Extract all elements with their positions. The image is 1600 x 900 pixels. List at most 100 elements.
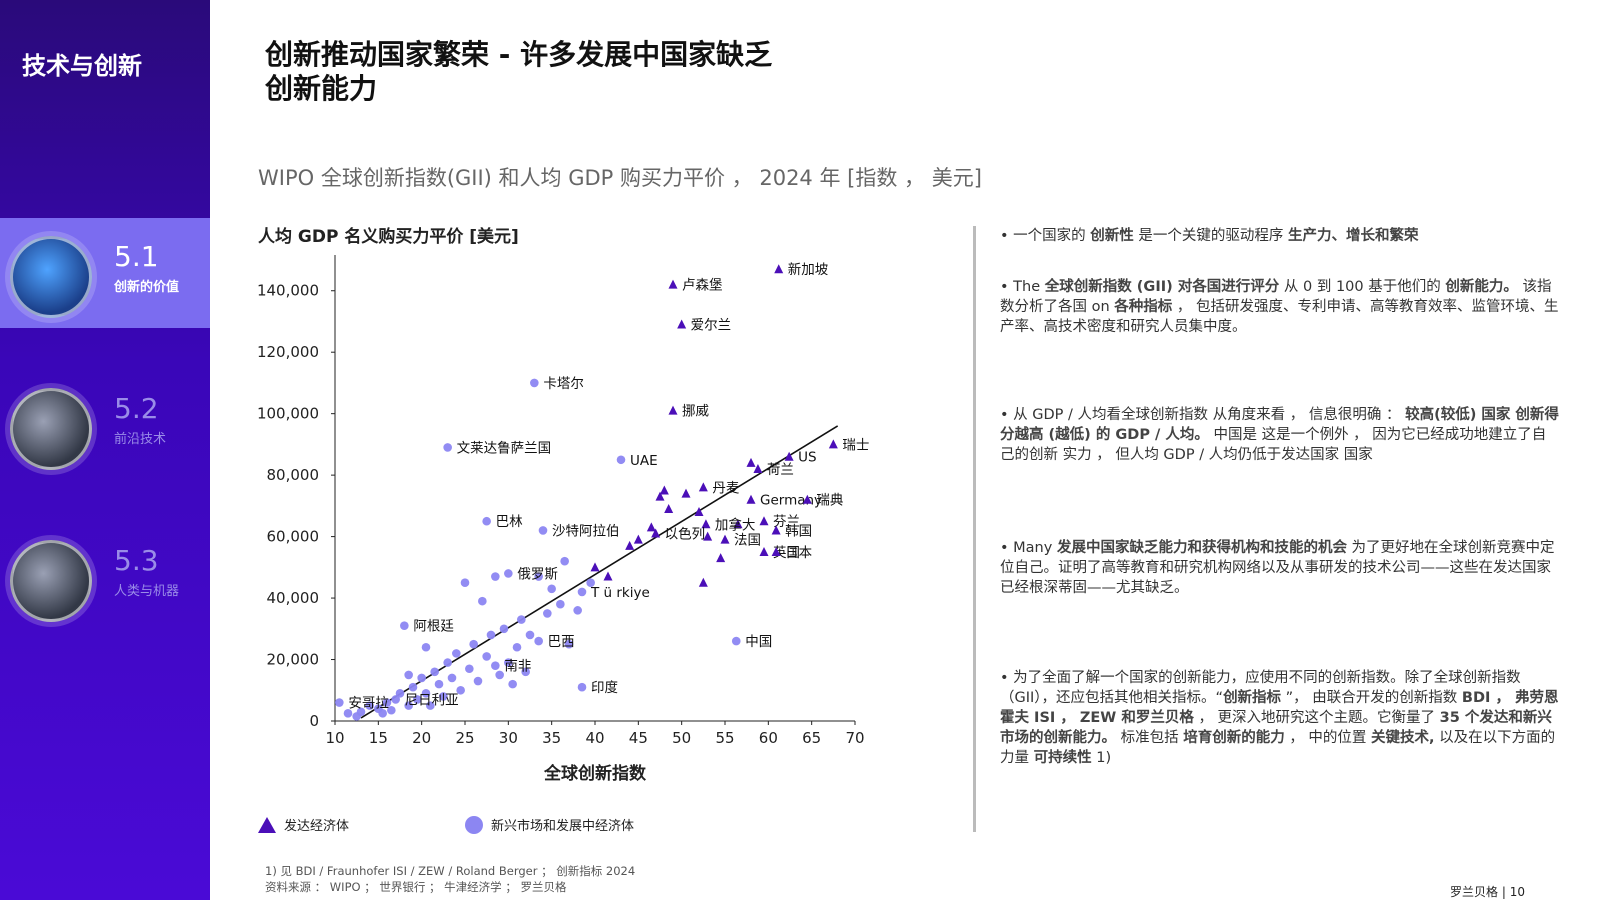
point-印度 bbox=[577, 682, 587, 692]
x-tick-label: 65 bbox=[802, 729, 821, 747]
page-title-line1: 创新推动国家繁荣 - 许多发展中国家缺乏 bbox=[265, 38, 773, 71]
bullet-text-segment: ”， 由联合开发的创新指数 bbox=[1281, 690, 1462, 706]
developed-economy-point bbox=[603, 571, 613, 581]
emerging-economy-point bbox=[543, 609, 552, 618]
data-label: 丹麦 bbox=[712, 480, 739, 496]
emerging-economy-point bbox=[508, 679, 517, 689]
bullet-text-segment: 创新指标 bbox=[1223, 690, 1282, 706]
point-韩国 bbox=[771, 525, 781, 535]
data-label: 沙特阿拉伯 bbox=[552, 523, 620, 539]
bullet-text-segment: 标准包括 bbox=[1116, 730, 1184, 746]
emerging-economy-point bbox=[525, 630, 535, 640]
nav-item-number: 5.3 bbox=[114, 544, 159, 577]
data-label: US bbox=[798, 450, 816, 466]
y-tick-label: 0 bbox=[309, 712, 319, 730]
frontier-tech-thumbnail bbox=[10, 388, 92, 470]
bullet-text-segment: 创新能力。 bbox=[1445, 279, 1518, 295]
x-tick-label: 30 bbox=[499, 729, 518, 747]
data-label: 印度 bbox=[591, 680, 618, 696]
emerging-economy-point bbox=[573, 606, 582, 615]
emerging-economy-point bbox=[469, 639, 478, 649]
emerging-economy-point bbox=[534, 572, 543, 581]
data-label: 南非 bbox=[504, 659, 531, 675]
chart-subtitle: WIPO 全球创新指数(GII) 和人均 GDP 购买力平价 ， 2024 年 … bbox=[258, 166, 982, 190]
emerging-economy-point bbox=[460, 578, 470, 587]
data-label: 阿根廷 bbox=[413, 619, 454, 635]
footnote: 1) 见 BDI / Fraunhofer ISI / ZEW / Roland… bbox=[265, 864, 636, 878]
x-tick-label: 10 bbox=[325, 729, 344, 747]
bullet-5: • 为了全面了解一个国家的创新能力，应使用不同的创新指数。除了全球创新指数（GI… bbox=[1000, 668, 1560, 768]
emerging-economy-point bbox=[439, 692, 448, 701]
developed-economy-point bbox=[694, 507, 704, 517]
developed-economy-point bbox=[625, 540, 635, 550]
x-tick-label: 20 bbox=[412, 729, 431, 747]
emerging-economy-point bbox=[547, 584, 556, 594]
trend-line bbox=[360, 425, 839, 719]
x-tick-label: 35 bbox=[542, 729, 561, 747]
nav-item-5-3[interactable]: 5.3 人类与机器 bbox=[0, 522, 210, 632]
sidebar: 技术与创新 5.1 创新的价值 5.2 前沿技术 5.3 人类与机器 bbox=[0, 0, 210, 900]
nav-item-5-1[interactable]: 5.1 创新的价值 bbox=[0, 218, 210, 328]
x-tick-label: 40 bbox=[585, 729, 604, 747]
point-挪威 bbox=[668, 405, 678, 415]
point-芬兰 bbox=[759, 516, 769, 526]
y-tick-label: 20,000 bbox=[267, 651, 320, 669]
source-note: 资料来源 ： WIPO ； 世界银行 ； 牛津经济学 ； 罗兰贝格 bbox=[265, 880, 567, 894]
bullet-text-segment: 1) bbox=[1091, 750, 1112, 766]
data-label: 瑞典 bbox=[816, 493, 843, 509]
emerging-economy-point bbox=[426, 701, 435, 710]
bullet-text-segment: 关键技术, bbox=[1371, 730, 1435, 746]
developed-economy-point bbox=[733, 519, 743, 529]
value-of-innovation-thumbnail bbox=[10, 236, 92, 318]
y-tick-label: 100,000 bbox=[257, 405, 319, 423]
bullet-text-segment: 是一个关键的驱动程序 bbox=[1133, 228, 1288, 244]
emerging-economy-point bbox=[491, 572, 500, 581]
page-title-line2: 创新能力 bbox=[265, 72, 378, 105]
point-法国 bbox=[720, 534, 730, 544]
emerging-economy-point bbox=[517, 615, 526, 624]
y-tick-label: 60,000 bbox=[267, 528, 320, 546]
point-阿根廷 bbox=[400, 621, 409, 631]
x-tick-label: 55 bbox=[715, 729, 734, 747]
emerging-economy-point bbox=[365, 701, 374, 710]
emerging-economy-point bbox=[499, 624, 509, 634]
developed-economy-point bbox=[746, 457, 756, 467]
bullet-4: • Many 发展中国家缺乏能力和获得机构和技能的机会 为了更好地在全球创新竞赛… bbox=[1000, 538, 1560, 598]
point-巴林 bbox=[482, 516, 491, 526]
point-瑞士 bbox=[828, 439, 838, 449]
nav-item-5-2[interactable]: 5.2 前沿技术 bbox=[0, 370, 210, 480]
developed-economy-point bbox=[590, 562, 600, 572]
x-tick-label: 60 bbox=[759, 729, 778, 747]
page-number: 罗兰贝格 | 10 bbox=[1450, 885, 1525, 899]
developed-economy-point bbox=[655, 491, 665, 501]
bullet-text-segment: BDI ， 弗劳恩霍夫 ISI ， ZEW 和罗兰贝格 bbox=[1000, 690, 1559, 726]
emerging-economy-point bbox=[512, 642, 522, 652]
bullet-text-segment: • 为了全面了解一个国家的创新能力，应使用不同的创新指数。除了全球创新指数（GI… bbox=[1000, 670, 1521, 706]
point-日本 bbox=[771, 546, 781, 556]
data-label: 韩国 bbox=[785, 523, 812, 539]
emerging-economy-point bbox=[521, 667, 530, 677]
emerging-economy-point bbox=[478, 596, 487, 606]
data-label: 荷兰 bbox=[767, 462, 794, 478]
data-label: 新加坡 bbox=[788, 262, 829, 278]
data-label: 瑞士 bbox=[842, 437, 869, 453]
bullet-text-segment: 35 个发达和新兴市场的创新能力。 bbox=[1000, 710, 1552, 746]
data-label: 爱尔兰 bbox=[691, 318, 732, 334]
emerging-economy-point bbox=[504, 658, 513, 667]
bullet-text-segment: 为了更好地在全球创新竞赛中定位自己。证明了高等教育和研究机构网络以及从事研发的技… bbox=[1000, 540, 1555, 596]
point-卡塔尔 bbox=[530, 378, 539, 388]
point-UAE bbox=[616, 455, 626, 465]
data-label: 加拿大 bbox=[715, 516, 756, 533]
data-label: 日本 bbox=[785, 545, 812, 561]
bullet-2: • The 全球创新指数 (GII) 对各国进行评分 从 0 到 100 基于他… bbox=[1000, 277, 1560, 337]
legend-emerging: 新兴市场和发展中经济体 bbox=[465, 815, 634, 834]
bullet-text-segment: 生产力、增长和繁荣 bbox=[1288, 228, 1419, 244]
point-US bbox=[784, 451, 794, 461]
point-文莱达鲁萨兰国 bbox=[443, 443, 452, 452]
emerging-economy-point bbox=[356, 707, 366, 717]
emerging-economy-point bbox=[421, 689, 431, 698]
bullet-1: • 一个国家的 创新性 是一个关键的驱动程序 生产力、增长和繁荣 bbox=[1000, 226, 1560, 246]
y-tick-label: 120,000 bbox=[257, 343, 319, 361]
y-tick-label: 140,000 bbox=[257, 282, 319, 300]
emerging-economy-point bbox=[447, 673, 457, 683]
